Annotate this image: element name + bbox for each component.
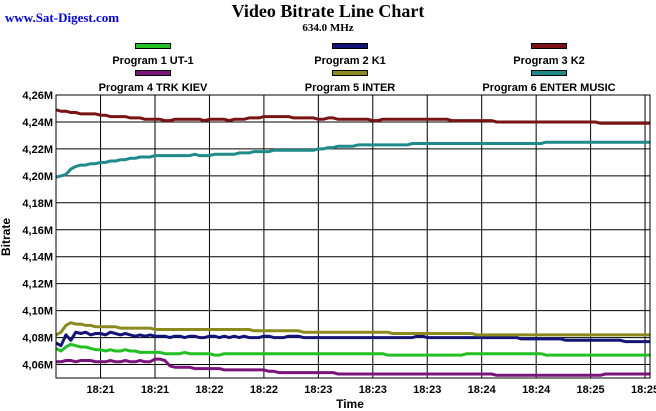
x-tick-label: 18:25 <box>631 384 656 396</box>
series-lines <box>55 108 650 377</box>
x-tick-label: 18:21 <box>86 384 114 396</box>
legend-entry: Program 5 INTER <box>250 70 450 98</box>
legend-label: Program 5 INTER <box>304 82 396 94</box>
legend-label: Program 6 ENTER MUSIC <box>482 82 616 94</box>
x-tick-label: 18:22 <box>250 384 278 396</box>
x-tick-label: 18:21 <box>141 384 169 396</box>
tick-labels: 4,06M 4,08M 4,10M 4,12M 4,14M 4,16M 4,18M 4,20M… <box>22 90 656 396</box>
y-tick-label: 4,16M <box>22 225 53 237</box>
x-tick-label: 18:25 <box>577 384 605 396</box>
legend-entry: Program 4 TRK KIEV <box>53 70 253 98</box>
y-tick-label: 4,18M <box>22 198 53 210</box>
series-line-2 <box>55 330 650 348</box>
series-line-6 <box>55 140 650 179</box>
site-link[interactable]: www.Sat-Digest.com <box>5 10 120 25</box>
series-line-5 <box>55 321 650 337</box>
legend-entry: Program 1 UT-1 <box>53 43 253 71</box>
y-tick-label: 4,20M <box>22 171 53 183</box>
legend-label: Program 1 UT-1 <box>112 55 194 67</box>
legend-label: Program 3 K2 <box>513 55 585 67</box>
legend-swatch <box>135 43 171 49</box>
legend-entry: Program 6 ENTER MUSIC <box>449 70 649 98</box>
x-tick-label: 18:23 <box>304 384 332 396</box>
x-tick-label: 18:24 <box>468 384 497 396</box>
series-line-3 <box>55 108 650 125</box>
y-tick-label: 4,14M <box>22 252 53 264</box>
x-tick-label: 18:24 <box>522 384 551 396</box>
y-tick-label: 4,06M <box>22 360 53 372</box>
legend-swatch <box>531 43 567 49</box>
legend-swatch <box>531 70 567 76</box>
legend-label: Program 4 TRK KIEV <box>98 82 208 94</box>
x-tick-label: 18:23 <box>413 384 441 396</box>
legend-swatch <box>332 43 368 49</box>
series-line-4 <box>56 357 650 377</box>
legend-swatch <box>135 70 171 76</box>
x-tick-label: 18:22 <box>195 384 223 396</box>
x-tick-label: 18:23 <box>359 384 387 396</box>
legend-swatch <box>332 70 368 76</box>
y-axis-title: Bitrate <box>0 218 13 256</box>
series-line-1 <box>55 342 650 357</box>
y-tick-label: 4,24M <box>22 117 53 129</box>
x-axis-title: Time <box>336 397 364 411</box>
legend-entry: Program 2 K1 <box>250 43 450 71</box>
y-tick-label: 4,26M <box>22 90 53 102</box>
chart-title: Video Bitrate Line Chart <box>231 1 425 21</box>
y-tick-label: 4,10M <box>22 306 53 318</box>
legend-entry: Program 3 K2 <box>449 43 649 71</box>
legend-label: Program 2 K1 <box>314 55 386 67</box>
y-tick-label: 4,12M <box>22 279 53 291</box>
chart-subtitle: 634.0 MHz <box>302 22 354 34</box>
y-tick-label: 4,08M <box>22 333 53 345</box>
y-tick-label: 4,22M <box>22 144 53 156</box>
plot-frame <box>55 94 651 379</box>
